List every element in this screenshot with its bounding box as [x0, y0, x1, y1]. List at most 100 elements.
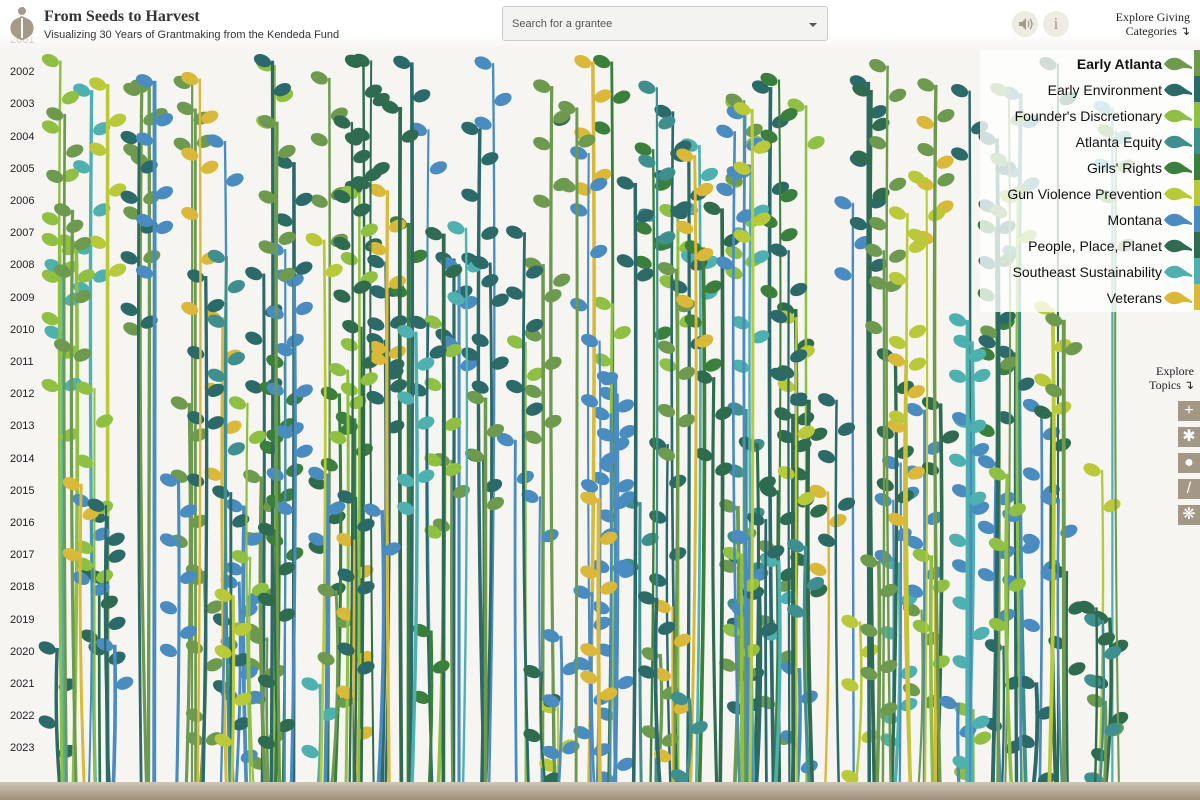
grant-stem[interactable]: [469, 253, 510, 791]
grant-leaf: [807, 577, 825, 591]
grant-stem[interactable]: [36, 639, 77, 791]
grant-stem[interactable]: [227, 394, 268, 791]
explore-topics-heading[interactable]: Explore Topics ↴: [1149, 364, 1194, 392]
grant-stem[interactable]: [568, 144, 609, 791]
grant-stem[interactable]: [391, 53, 432, 791]
grant-stem[interactable]: [731, 100, 772, 791]
info-button[interactable]: i: [1043, 11, 1069, 37]
category-founder-s-discretionary[interactable]: Founder's Discretionary: [1014, 108, 1162, 124]
grant-stem[interactable]: [423, 224, 464, 791]
grant-leaf: [409, 315, 427, 330]
grantee-search[interactable]: Search for a grantee: [502, 6, 828, 41]
category-early-atlanta[interactable]: Early Atlanta: [1076, 56, 1162, 72]
grant-stem[interactable]: [175, 99, 216, 791]
grant-stem[interactable]: [299, 675, 340, 791]
category-montana[interactable]: Montana: [1107, 212, 1162, 228]
grant-stem[interactable]: [867, 56, 908, 791]
grant-stem[interactable]: [361, 501, 402, 791]
grant-stem[interactable]: [848, 73, 889, 791]
grant-stem[interactable]: [674, 146, 715, 791]
grant-stem[interactable]: [158, 471, 199, 791]
grant-leaf: [902, 682, 921, 697]
grant-stem[interactable]: [351, 51, 392, 791]
grant-stem[interactable]: [906, 168, 947, 791]
speaker-icon[interactable]: [1012, 11, 1038, 37]
grant-stem[interactable]: [395, 322, 436, 791]
category-people-place-planet[interactable]: People, Place, Planet: [1028, 238, 1162, 254]
grant-stem[interactable]: [85, 496, 126, 791]
grant-stem[interactable]: [134, 72, 175, 791]
grant-stem[interactable]: [52, 201, 93, 791]
grant-stem[interactable]: [306, 464, 347, 791]
grant-stem[interactable]: [987, 465, 1028, 791]
grant-stem[interactable]: [816, 391, 857, 791]
category-southeast-sustainability[interactable]: Southeast Sustainability: [1012, 264, 1162, 280]
grant-stem[interactable]: [779, 659, 820, 791]
grant-stem[interactable]: [947, 311, 988, 791]
grant-stem[interactable]: [1043, 311, 1084, 791]
grant-leaf: [367, 317, 385, 331]
grant-leaf: [521, 489, 539, 504]
grant-stem[interactable]: [465, 388, 506, 791]
grant-stem[interactable]: [303, 230, 344, 791]
burst-icon[interactable]: ❋: [1178, 505, 1200, 525]
grant-stem[interactable]: [179, 69, 220, 791]
grant-stem[interactable]: [1076, 598, 1117, 791]
grant-stem[interactable]: [887, 204, 928, 791]
grant-stem[interactable]: [334, 530, 375, 791]
grant-leaf: [908, 228, 926, 242]
category-early-environment[interactable]: Early Environment: [1047, 82, 1162, 98]
grant-leaf: [38, 641, 56, 655]
grant-stem[interactable]: [636, 589, 677, 791]
dot-icon[interactable]: ●: [1178, 453, 1200, 473]
grant-stem[interactable]: [256, 520, 297, 791]
grant-leaf: [790, 552, 808, 566]
grant-leaf: [159, 533, 178, 547]
grant-stem[interactable]: [863, 241, 904, 791]
grant-leaf: [89, 77, 107, 91]
slash-icon[interactable]: /: [1178, 479, 1200, 499]
grant-stem[interactable]: [850, 81, 891, 791]
grant-leaf: [74, 289, 92, 304]
explore-categories-heading[interactable]: Explore Giving Categories ↴: [1116, 10, 1190, 38]
grant-stem[interactable]: [556, 98, 597, 791]
grant-stem[interactable]: [185, 267, 226, 791]
category-atlanta-equity[interactable]: Atlanta Equity: [1075, 134, 1162, 150]
grant-stem[interactable]: [256, 112, 297, 791]
grant-stem[interactable]: [212, 586, 253, 791]
grant-leaf: [616, 254, 634, 268]
category-gun-violence-prevention[interactable]: Gun Violence Prevention: [1007, 186, 1162, 202]
grant-stem[interactable]: [578, 489, 619, 791]
grant-stem[interactable]: [682, 238, 723, 791]
grant-stem[interactable]: [331, 113, 372, 791]
asterisk-icon[interactable]: ✱: [1178, 427, 1200, 447]
category-color-bar: [1194, 284, 1200, 310]
grant-leaf: [275, 425, 293, 439]
grant-stem[interactable]: [758, 70, 799, 791]
grant-stem[interactable]: [669, 689, 710, 791]
grant-leaf: [424, 525, 442, 539]
grant-stem[interactable]: [785, 536, 826, 791]
grant-leaf: [491, 356, 509, 370]
grant-leaf: [869, 136, 887, 150]
grant-stem[interactable]: [522, 255, 563, 791]
grant-stem[interactable]: [693, 368, 734, 791]
grant-stem[interactable]: [915, 76, 956, 791]
grant-stem[interactable]: [335, 488, 376, 791]
grant-stem[interactable]: [129, 77, 170, 791]
grant-stem[interactable]: [776, 308, 817, 791]
grant-stem[interactable]: [807, 482, 848, 791]
grant-stem[interactable]: [410, 621, 451, 791]
grant-stem[interactable]: [206, 247, 247, 791]
grant-stem[interactable]: [768, 241, 809, 791]
grant-stem[interactable]: [911, 546, 952, 791]
category-girls-rights[interactable]: Girls' Rights: [1086, 160, 1162, 176]
grant-leaf: [570, 146, 588, 160]
category-veterans[interactable]: Veterans: [1106, 290, 1162, 306]
grant-stem[interactable]: [495, 430, 536, 791]
grant-stem[interactable]: [615, 174, 656, 791]
grant-leaf: [912, 548, 930, 563]
grant-stem[interactable]: [61, 474, 102, 791]
plus-icon[interactable]: +: [1178, 401, 1200, 421]
grant-stem[interactable]: [504, 223, 545, 791]
